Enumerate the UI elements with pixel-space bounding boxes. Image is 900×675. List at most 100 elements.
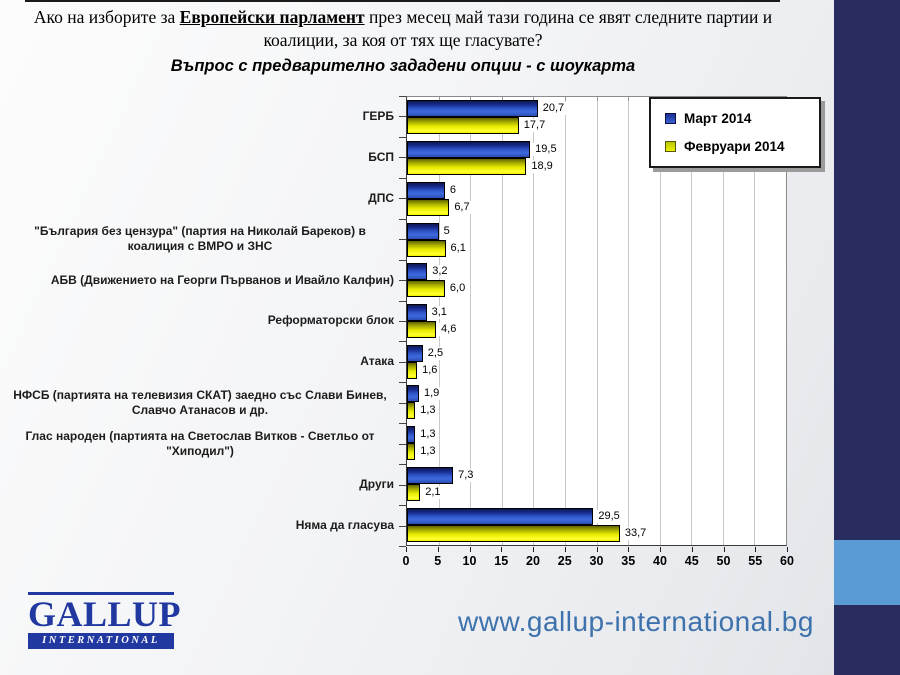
- chart-row: 5 6,1: [407, 219, 786, 260]
- chart-row: 29,5 33,7: [407, 504, 786, 545]
- bottom-tick: [787, 547, 788, 552]
- top-tick: [596, 97, 598, 101]
- category-tick: [399, 157, 406, 159]
- bar-line: 3,1: [407, 303, 786, 321]
- bar-line: 1,3: [407, 426, 786, 444]
- chart-row: 20,7 17,7: [407, 97, 786, 138]
- value-label: 33,7: [622, 526, 649, 540]
- bar-line: 5: [407, 222, 786, 240]
- x-tick-label: 40: [653, 554, 667, 568]
- bar-line: 6,0: [407, 280, 786, 298]
- category-tick: [399, 546, 406, 547]
- category-label: АБВ (Движението на Георги Първанов и Ива…: [50, 272, 394, 287]
- gridline: [470, 97, 472, 545]
- bar-line: 6,7: [407, 198, 786, 216]
- bar-march: [407, 141, 531, 159]
- bar-february: [407, 443, 416, 461]
- title-emphasis: Европейски парламент: [179, 7, 365, 27]
- bar-line: 20,7: [407, 100, 786, 118]
- gridline: [659, 97, 661, 545]
- bar-march: [407, 263, 428, 281]
- category-tick: [399, 382, 406, 384]
- gridline: [628, 97, 630, 545]
- x-tick-label: 50: [716, 554, 731, 568]
- website-url[interactable]: www.gallup-international.bg: [458, 606, 814, 637]
- bottom-tick: [406, 547, 407, 552]
- category-label: Глас народен (партията на Светослав Витк…: [25, 428, 375, 458]
- category-tick: [399, 341, 406, 343]
- logo-top-rule: [28, 592, 174, 595]
- plot-area: 20,7 17,7 19,5 18,9 6 6,7 5 6,1 3,2 6,0 3,1 4,6 2,5 1…: [406, 96, 787, 546]
- value-label: 5: [441, 224, 452, 238]
- bar-line: 1,9: [407, 385, 786, 403]
- legend-item-february: Февруари 2014: [665, 139, 807, 154]
- gridline: [722, 97, 724, 545]
- bar-march: [407, 507, 594, 525]
- bar-line: 2,1: [407, 483, 786, 501]
- bar-line: 1,6: [407, 361, 786, 379]
- logo-wordmark: GALLUP: [28, 594, 182, 634]
- value-label: 2,1: [423, 485, 443, 499]
- bar-february: [407, 402, 416, 420]
- bottom-tick: [437, 547, 439, 552]
- category-label: Други: [359, 477, 394, 492]
- bar-march: [407, 222, 439, 240]
- x-tick-label: 5: [434, 554, 442, 568]
- legend-swatch-february-icon: [665, 141, 676, 152]
- value-label: 1,6: [420, 363, 440, 377]
- bar-line: 19,5: [407, 141, 786, 159]
- gridline: [501, 97, 503, 545]
- gridline: [564, 97, 566, 545]
- gallup-logo: GALLUP INTERNATIONAL: [28, 592, 182, 649]
- bar-march: [407, 344, 423, 362]
- chart-row: 3,1 4,6: [407, 301, 786, 342]
- bar-february: [407, 524, 620, 542]
- category-label: БСП: [368, 149, 394, 164]
- top-tick: [628, 97, 630, 101]
- bar-february: [407, 483, 421, 501]
- top-tick: [438, 97, 440, 101]
- category-label: ГЕРБ: [362, 108, 394, 123]
- category-label: НФСБ (партията на телевизия СКАТ) заедно…: [13, 387, 387, 417]
- value-label: 1,3: [418, 404, 438, 418]
- category-label: Реформаторски блок: [267, 313, 394, 328]
- x-tick-label: 60: [780, 554, 794, 568]
- bar-line: 6: [407, 181, 786, 199]
- value-label: 29,5: [596, 509, 622, 523]
- bar-february: [407, 198, 450, 216]
- x-tick-label: 35: [621, 554, 636, 568]
- x-axis-ticks: [406, 547, 788, 552]
- bar-line: 4,6: [407, 320, 786, 338]
- x-tick-label: 0: [402, 554, 410, 568]
- bottom-tick: [660, 547, 661, 552]
- bottom-tick: [564, 547, 566, 552]
- category-tick: [399, 525, 406, 527]
- category-tick: [399, 361, 406, 363]
- bar-line: 3,2: [407, 263, 786, 281]
- bar-line: 29,5: [407, 507, 786, 525]
- category-tick: [399, 239, 406, 241]
- bar-february: [407, 320, 437, 338]
- value-label: 7,3: [456, 468, 476, 482]
- category-tick: [399, 198, 406, 200]
- legend-label-march: Март 2014: [684, 111, 752, 126]
- value-label: 6,1: [448, 241, 468, 255]
- value-label: 19,5: [533, 143, 559, 157]
- bottom-tick: [501, 547, 503, 552]
- bottom-tick: [723, 547, 725, 552]
- bar-line: 1,3: [407, 402, 786, 420]
- bar-line: 17,7: [407, 117, 786, 135]
- title-subtitle: Въпрос с предварително зададени опции - …: [170, 57, 636, 76]
- bar-february: [407, 239, 446, 257]
- title-line-1: Ако на изборите за Европейски парламент …: [33, 7, 773, 27]
- bar-march: [407, 100, 538, 118]
- value-label: 17,7: [521, 119, 548, 133]
- category-tick: [399, 505, 406, 507]
- value-label: 2,5: [425, 346, 446, 360]
- value-label: 3,2: [430, 265, 450, 279]
- chart-row: 1,3 1,3: [407, 423, 786, 464]
- value-label: 1,9: [422, 387, 442, 401]
- bar-march: [407, 181, 445, 199]
- top-tick: [533, 97, 535, 101]
- x-tick-label: 45: [684, 554, 699, 568]
